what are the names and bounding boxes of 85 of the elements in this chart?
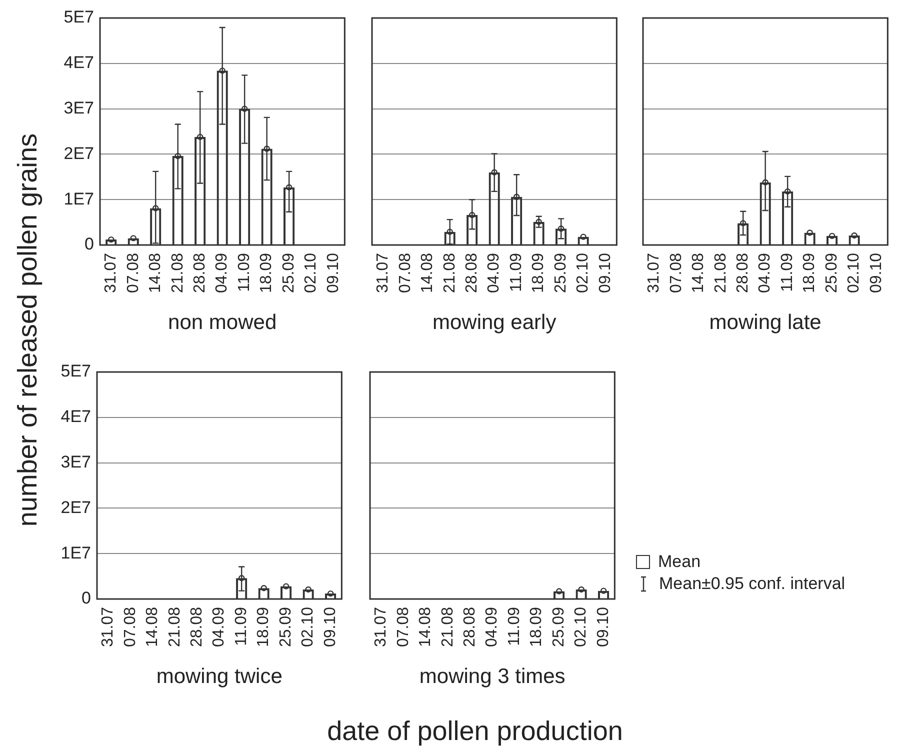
x-tick-label: 14.08 <box>419 252 436 294</box>
y-tick-label: 2E7 <box>64 144 94 163</box>
x-tick-label: 04.09 <box>214 252 231 294</box>
x-tick-label: 14.08 <box>144 606 162 648</box>
x-tick-label: 28.08 <box>192 252 209 294</box>
x-tick-label: 18.09 <box>258 252 276 294</box>
x-tick-label: 07.08 <box>122 606 139 648</box>
x-tick-label: 25.09 <box>277 606 294 648</box>
x-tick-label: 02.10 <box>574 252 592 294</box>
x-axis-title: mowing late <box>709 311 822 334</box>
x-tick-label: 21.08 <box>439 606 456 648</box>
y-tick-label: 4E7 <box>64 53 94 72</box>
x-tick-label: 11.09 <box>236 252 253 292</box>
x-tick-label: 28.08 <box>734 252 752 294</box>
text: Mean±0.95 conf. interval <box>659 574 846 594</box>
point <box>174 152 181 160</box>
x-tick-label: 31.07 <box>102 252 120 294</box>
x-tick-label: 09.10 <box>322 606 339 648</box>
x-tick-label: 11.09 <box>508 252 525 292</box>
x-tick-label: 21.08 <box>712 252 730 294</box>
y-tick-label: 0 <box>84 234 94 254</box>
x-tick-label: 04.09 <box>210 606 228 648</box>
point <box>152 205 159 212</box>
x-tick-label: 25.09 <box>550 606 568 648</box>
point <box>108 236 114 243</box>
x-tick-label: 04.09 <box>756 252 774 294</box>
y-tick-label: 1E7 <box>60 543 91 562</box>
x-tick-label: 31.07 <box>100 606 117 648</box>
y-tick-label: 4E7 <box>60 407 91 426</box>
x-tick-label: 21.08 <box>169 252 186 294</box>
x-tick-label: 09.10 <box>596 252 614 294</box>
x-tick-label: 07.08 <box>124 252 142 294</box>
x-tick-label: 04.09 <box>484 606 501 648</box>
x-axis-title: mowing early <box>432 311 557 334</box>
x-tick-label: 02.10 <box>300 606 317 648</box>
x-tick-label: 18.09 <box>801 252 818 294</box>
x-tick-label: 18.09 <box>255 606 272 648</box>
x-tick-label: 21.08 <box>441 252 458 294</box>
x-tick-label: 31.07 <box>646 252 663 294</box>
x-tick-label: 09.10 <box>594 606 612 648</box>
x-tick-label: 28.08 <box>464 252 481 294</box>
x-tick-label: 14.08 <box>147 252 164 294</box>
point <box>241 106 248 112</box>
y-axis-title: number of released pollen grains <box>12 133 44 527</box>
x-tick-label: 07.08 <box>394 606 412 648</box>
x-tick-label: 21.08 <box>166 606 184 648</box>
x-tick-label: 04.09 <box>486 252 503 294</box>
x-tick-label: 31.07 <box>372 606 390 648</box>
x-tick-label: 25.09 <box>552 252 570 294</box>
point <box>219 68 226 74</box>
y-tick-label: 3E7 <box>64 98 94 118</box>
y-tick-label: 0 <box>82 588 91 608</box>
x-tick-label: 07.08 <box>668 252 685 294</box>
text: date of pollen production <box>327 716 623 747</box>
x-axis-title: mowing 3 times <box>419 665 566 688</box>
y-tick-label: 2E7 <box>60 498 91 517</box>
point <box>286 184 292 190</box>
y-tick-label: 3E7 <box>60 452 91 472</box>
x-tick-label: 02.10 <box>302 252 320 294</box>
y-tick-label: 1E7 <box>64 189 94 208</box>
x-axis-title: mowing twice <box>156 665 282 688</box>
y-tick-label: 5E7 <box>64 8 94 27</box>
x-tick-label: 28.08 <box>462 606 479 648</box>
x-axis-title: non mowed <box>168 311 277 334</box>
x-tick-label: 02.10 <box>846 252 863 294</box>
x-tick-label: 11.09 <box>506 606 523 646</box>
x-tick-label: 25.09 <box>280 252 298 294</box>
x-tick-label: 11.09 <box>778 252 796 292</box>
y-tick-label: 5E7 <box>60 362 91 381</box>
point <box>130 235 136 242</box>
x-tick-label: 18.09 <box>528 606 546 648</box>
x-tick-label: 09.10 <box>868 252 885 294</box>
x-tick-label: 14.08 <box>690 252 708 294</box>
x-tick-label: 11.09 <box>232 606 250 646</box>
x-tick-label: 18.09 <box>530 252 548 294</box>
x-tick-label: 02.10 <box>572 606 590 648</box>
x-tick-label: 09.10 <box>324 252 342 294</box>
point <box>197 134 204 140</box>
x-tick-label: 07.08 <box>396 252 414 294</box>
x-tick-label: 25.09 <box>823 252 840 294</box>
point <box>264 146 270 152</box>
x-tick-label: 31.07 <box>374 252 392 294</box>
legend-label: Mean <box>658 552 701 572</box>
x-tick-label: 14.08 <box>417 606 434 648</box>
x-tick-label: 28.08 <box>188 606 206 648</box>
